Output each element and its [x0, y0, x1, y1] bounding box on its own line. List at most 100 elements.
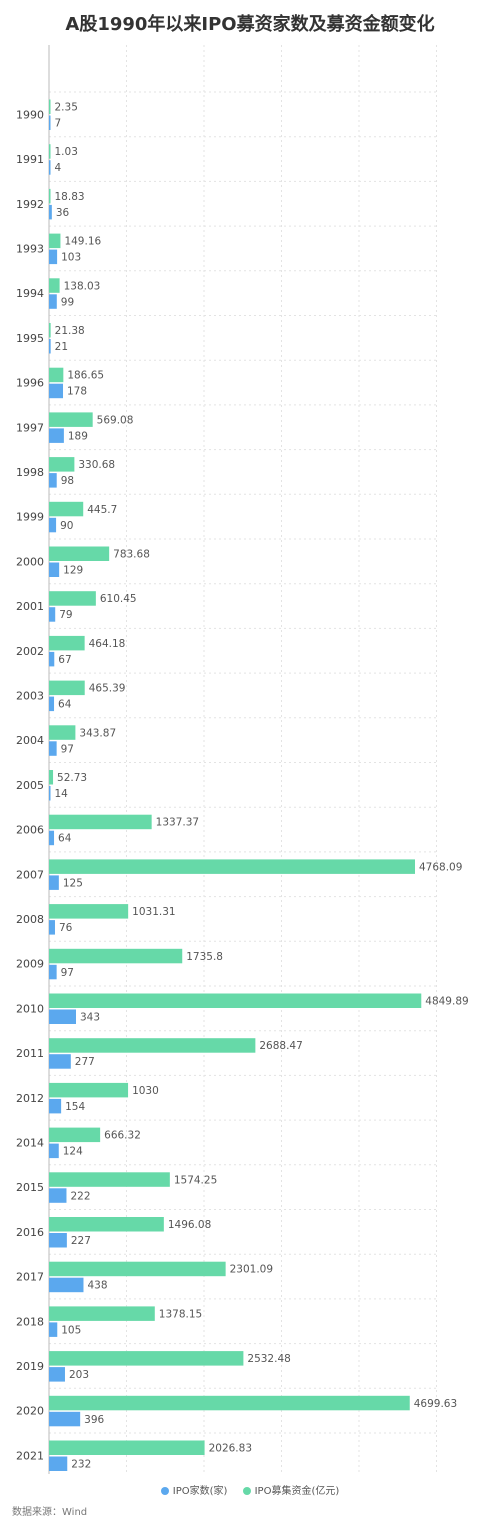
- data-label-count: 203: [69, 1369, 89, 1381]
- bar-amount[interactable]: [49, 904, 129, 919]
- bar-amount[interactable]: [49, 233, 61, 249]
- bar-amount[interactable]: [49, 1082, 129, 1098]
- legend-count-swatch: [160, 1487, 169, 1495]
- data-label-count: 105: [61, 1324, 81, 1336]
- bar-amount[interactable]: [49, 1306, 155, 1321]
- bar-amount[interactable]: [49, 412, 93, 427]
- bar-amount[interactable]: [49, 1351, 244, 1366]
- bar-count[interactable]: [49, 428, 64, 443]
- legend-item-amount[interactable]: IPO募集资金(亿元): [242, 1482, 339, 1497]
- bar-count[interactable]: [49, 204, 52, 220]
- bar-amount[interactable]: [49, 993, 422, 1009]
- bar-amount[interactable]: [49, 501, 84, 517]
- data-label-count: 124: [63, 1146, 83, 1158]
- data-label-count: 396: [84, 1414, 104, 1426]
- bar-amount[interactable]: [49, 680, 85, 696]
- bar-count[interactable]: [49, 651, 55, 667]
- bar-amount[interactable]: [49, 546, 110, 562]
- bar-amount[interactable]: [49, 367, 64, 383]
- bar-amount[interactable]: [49, 770, 54, 785]
- bar-count[interactable]: [49, 920, 55, 935]
- bar-count[interactable]: [49, 1367, 65, 1382]
- bar-amount[interactable]: [49, 725, 76, 740]
- data-label-amount: 2532.48: [247, 1353, 290, 1365]
- bar-count[interactable]: [49, 964, 57, 980]
- data-label-amount: 52.73: [57, 772, 87, 784]
- data-label-count: 90: [60, 520, 73, 532]
- y-tick-label: 2012: [16, 1092, 44, 1105]
- bar-count[interactable]: [49, 696, 55, 712]
- bar-count[interactable]: [49, 1322, 58, 1337]
- data-label-amount: 21.38: [55, 325, 85, 337]
- data-label-amount: 2688.47: [259, 1040, 302, 1052]
- bar-count[interactable]: [49, 294, 57, 309]
- y-tick-label: 2009: [16, 958, 44, 971]
- bar-count[interactable]: [49, 160, 51, 175]
- data-label-count: 178: [67, 386, 87, 398]
- bar-amount[interactable]: [49, 323, 51, 338]
- bar-amount[interactable]: [49, 635, 85, 651]
- bar-amount[interactable]: [49, 814, 152, 830]
- bar-count[interactable]: [49, 115, 51, 131]
- bar-count[interactable]: [49, 607, 56, 622]
- bar-count[interactable]: [49, 1277, 84, 1293]
- legend-item-count[interactable]: IPO家数(家): [160, 1482, 227, 1497]
- legend: IPO家数(家) IPO募集资金(亿元): [0, 1482, 500, 1497]
- bar-count[interactable]: [49, 1188, 67, 1203]
- bar-amount[interactable]: [49, 144, 51, 159]
- y-tick-label: 1993: [16, 242, 44, 255]
- data-label-count: 79: [59, 609, 72, 621]
- bar-amount[interactable]: [49, 1395, 410, 1411]
- bar-amount[interactable]: [49, 591, 96, 606]
- bar-count[interactable]: [49, 1054, 71, 1069]
- data-label-amount: 138.03: [64, 280, 101, 292]
- bar-amount[interactable]: [49, 1172, 170, 1187]
- bar-count[interactable]: [49, 786, 51, 801]
- bar-count[interactable]: [49, 830, 55, 846]
- bar-count[interactable]: [49, 473, 57, 488]
- data-label-count: 103: [61, 252, 81, 264]
- data-label-amount: 4699.63: [414, 1398, 457, 1410]
- data-label-count: 14: [55, 788, 69, 800]
- bar-amount[interactable]: [49, 859, 415, 874]
- data-label-amount: 569.08: [97, 414, 134, 426]
- bar-amount[interactable]: [49, 1127, 101, 1143]
- y-tick-label: 2003: [16, 689, 44, 702]
- y-tick-label: 2000: [16, 555, 44, 568]
- bar-amount[interactable]: [49, 99, 51, 115]
- data-label-count: 7: [55, 118, 62, 130]
- data-label-amount: 465.39: [89, 683, 126, 695]
- bar-count[interactable]: [49, 875, 59, 890]
- bar-count[interactable]: [49, 383, 64, 399]
- bar-count[interactable]: [49, 1098, 62, 1114]
- data-label-count: 343: [80, 1012, 100, 1024]
- bar-amount[interactable]: [49, 948, 183, 964]
- bar-amount[interactable]: [49, 457, 75, 472]
- data-label-amount: 186.65: [67, 370, 104, 382]
- bar-count[interactable]: [49, 1009, 76, 1025]
- bar-amount[interactable]: [49, 1440, 205, 1456]
- bar-count[interactable]: [49, 1233, 67, 1248]
- y-tick-label: 2015: [16, 1181, 44, 1194]
- data-label-count: 99: [61, 296, 74, 308]
- bar-count[interactable]: [49, 1411, 81, 1427]
- bar-count[interactable]: [49, 562, 60, 578]
- data-label-amount: 1735.8: [186, 951, 223, 963]
- data-label-amount: 464.18: [89, 638, 126, 650]
- bar-count[interactable]: [49, 1143, 59, 1159]
- y-tick-label: 2002: [16, 645, 44, 658]
- bar-count[interactable]: [49, 339, 51, 354]
- bar-amount[interactable]: [49, 188, 51, 204]
- bar-amount[interactable]: [49, 1038, 256, 1053]
- y-tick-label: 1996: [16, 377, 44, 390]
- bar-amount[interactable]: [49, 278, 60, 293]
- bar-count[interactable]: [49, 517, 57, 533]
- bar-count[interactable]: [49, 741, 57, 756]
- bar-amount[interactable]: [49, 1217, 164, 1232]
- data-label-amount: 1378.15: [159, 1308, 202, 1320]
- data-label-amount: 1031.31: [132, 906, 175, 918]
- y-tick-label: 2016: [16, 1226, 44, 1239]
- bar-count[interactable]: [49, 249, 58, 265]
- bar-amount[interactable]: [49, 1261, 226, 1277]
- bar-count[interactable]: [49, 1456, 68, 1472]
